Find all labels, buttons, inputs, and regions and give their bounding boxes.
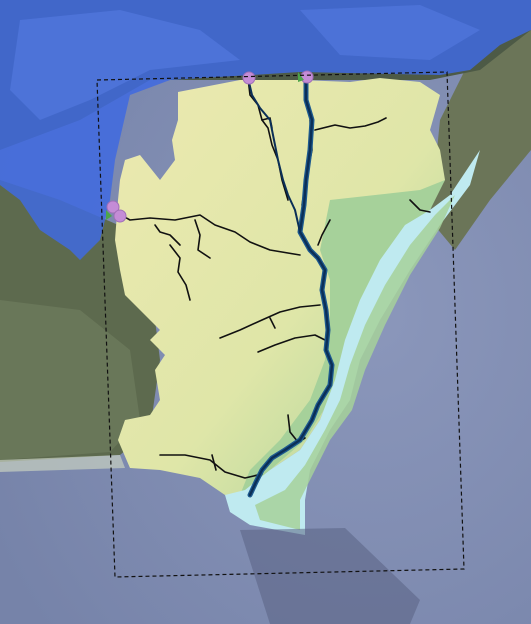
- ocean-shadow-streak: [240, 528, 420, 624]
- study-area-bounding-box: [96, 71, 465, 578]
- tributary-north-west: [247, 77, 301, 233]
- upland-overlay-texture: [10, 10, 240, 120]
- stream-south-1: [159, 454, 263, 479]
- stream-east-1: [409, 199, 431, 213]
- upland-overlay-texture-2: [300, 5, 480, 60]
- stream-mid-1b: [269, 317, 276, 329]
- stream-west-branch-2: [194, 219, 211, 259]
- gauge-markers[interactable]: [106, 70, 314, 223]
- land-basemap-west-shading: [0, 300, 140, 460]
- stream-north-east: [314, 117, 387, 131]
- gauge-marker-west-flag: [106, 210, 112, 220]
- watershed-terrain: [115, 78, 445, 500]
- stream-mid-1: [219, 304, 321, 339]
- gauge-marker-north-2[interactable]: [300, 70, 314, 84]
- stream-west-branch-3: [154, 224, 181, 246]
- gauge-marker-north-2-flag: [298, 72, 304, 82]
- gauge-marker-west-2[interactable]: [113, 209, 127, 223]
- stream-south-2: [211, 454, 217, 471]
- beach-strip: [0, 455, 125, 472]
- main-river-channel: [248, 76, 334, 497]
- barrier-island-land: [255, 195, 455, 530]
- gauge-marker-west-1[interactable]: [106, 200, 120, 214]
- coastal-lowland: [240, 180, 445, 495]
- stream-west-main: [111, 209, 301, 256]
- stream-mid-2: [257, 334, 326, 353]
- main-river: [247, 75, 335, 498]
- stream-east-2: [317, 219, 331, 246]
- gauge-marker-north-1[interactable]: [242, 71, 256, 85]
- stream-west-branch-1: [169, 244, 191, 301]
